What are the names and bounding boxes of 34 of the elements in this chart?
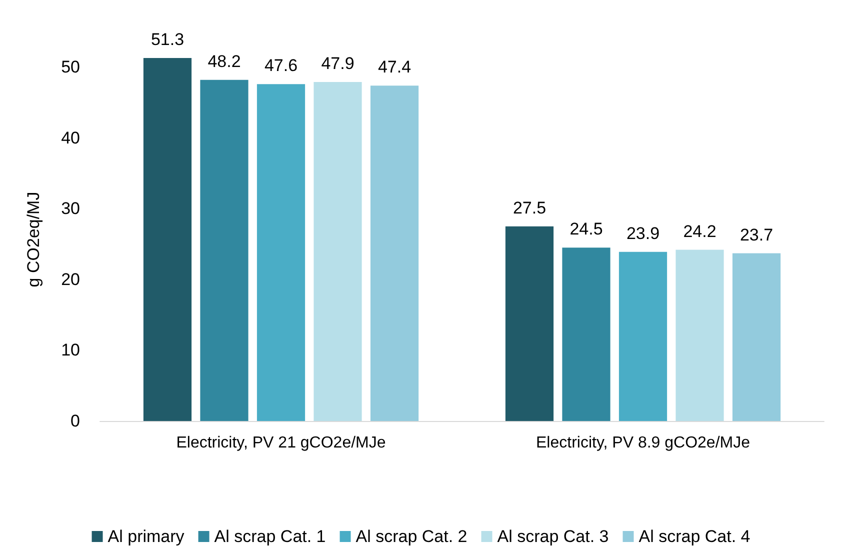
data-label: 47.9: [321, 54, 354, 74]
legend-label: Al primary: [108, 527, 185, 546]
y-axis-title: g CO2eq/MJ: [24, 192, 43, 288]
x-tick-label: Electricity, PV 8.9 gCO2e/MJe: [536, 434, 750, 452]
bar: [505, 226, 554, 421]
legend-label: Al scrap Cat. 1: [214, 527, 326, 546]
legend-label: Al scrap Cat. 3: [497, 527, 609, 546]
y-tick-label: 30: [61, 199, 80, 218]
data-label: 23.9: [626, 224, 660, 243]
data-label: 27.5: [512, 198, 546, 218]
y-tick-label: 20: [61, 270, 80, 289]
bar: [256, 84, 306, 421]
bar: [618, 252, 668, 421]
x-tick-label: Electricity, PV 21 gCO2e/MJe: [176, 434, 386, 452]
bar: [732, 253, 781, 421]
data-label: 51.3: [150, 30, 184, 49]
data-label: 47.4: [378, 58, 412, 77]
bar: [143, 58, 192, 421]
y-tick-label: 50: [61, 58, 80, 77]
bar: [314, 82, 362, 421]
bar: [676, 250, 724, 421]
data-label: 24.2: [683, 222, 716, 241]
bar: [200, 80, 248, 421]
data-label: 48.2: [208, 52, 241, 71]
y-tick-label: 10: [61, 340, 80, 360]
data-label: 24.5: [570, 220, 603, 239]
legend-label: Al scrap Cat. 4: [638, 527, 750, 546]
bar: [370, 86, 419, 421]
y-tick-label: 0: [70, 412, 80, 430]
legend-label: Al scrap Cat. 2: [356, 527, 468, 546]
data-label: 23.7: [740, 225, 774, 244]
bar: [562, 248, 610, 421]
y-tick-label: 40: [61, 128, 80, 148]
data-label: 47.6: [264, 56, 298, 76]
